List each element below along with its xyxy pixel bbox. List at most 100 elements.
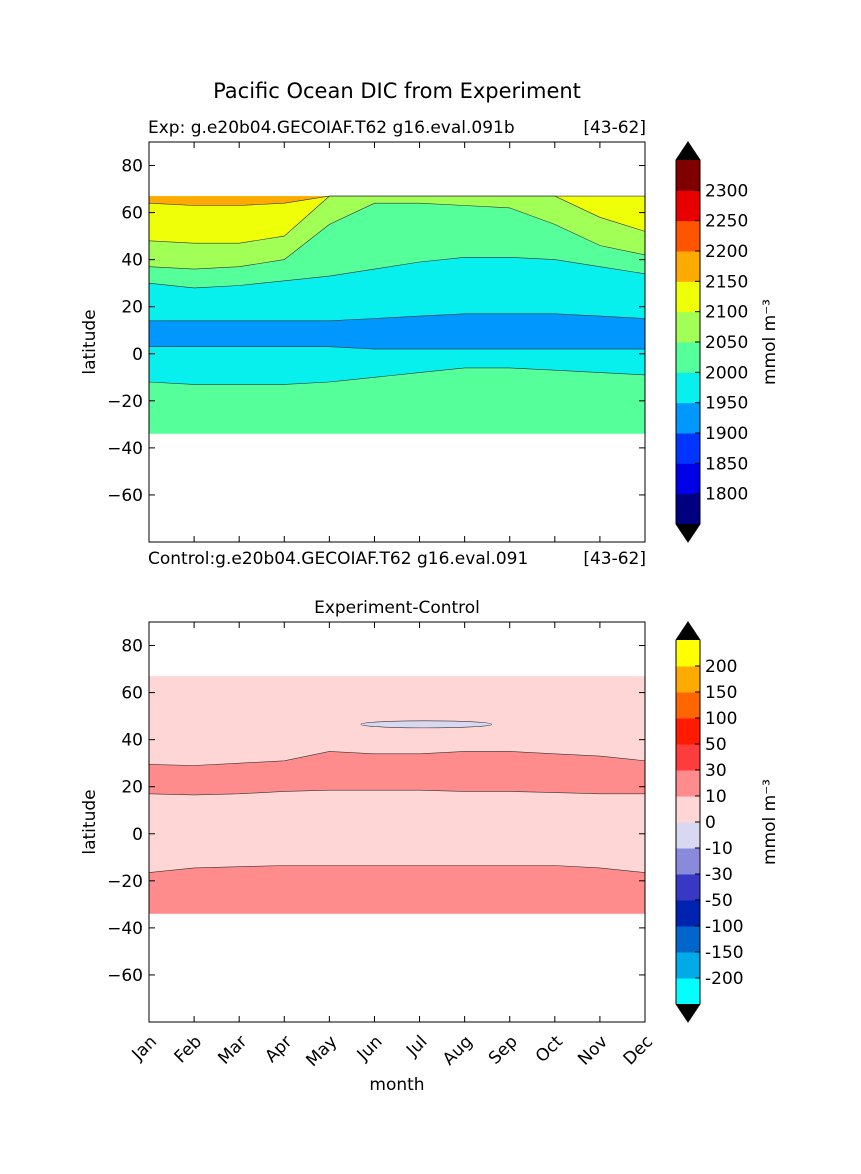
colorbar-tick-label: 1850: [705, 454, 748, 474]
colorbar-outline: [675, 621, 701, 1023]
axes-frame: [148, 141, 646, 543]
y-tick-label: −40: [107, 919, 143, 939]
colorbar-label: mmol m⁻³: [760, 779, 780, 865]
colorbar-tick-label: 10: [705, 787, 727, 807]
colorbar-tick-label: -50: [705, 891, 733, 911]
contour-fills: [148, 676, 646, 914]
y-tick-label: 0: [132, 345, 143, 365]
colorbar-outline: [675, 141, 701, 543]
colorbar-tick-label: 2200: [705, 242, 748, 262]
y-tick-label: −20: [107, 392, 143, 412]
contour-line-upper-1900-1950: [149, 313, 646, 322]
colorbar-swatch: [676, 160, 700, 191]
y-tick-label: 40: [121, 731, 143, 751]
contour-region-10-30: [149, 751, 645, 795]
colorbar-extend-max: [676, 622, 700, 640]
contour-line-lower-1950-2000: [148, 367, 646, 385]
y-tick-label: 20: [121, 778, 143, 798]
colorbar-tick-label: 30: [705, 761, 727, 781]
contour-line-lower-10-30: [148, 789, 645, 796]
panel-right-label: [43-62]: [583, 549, 646, 569]
colorbar-extend-min: [676, 1004, 700, 1022]
panel-left-label: Exp: g.e20b04.GECOIAF.T62 g16.eval.091b: [148, 118, 515, 138]
colorbar-swatch: [676, 311, 700, 343]
y-tick-label: 20: [121, 298, 143, 318]
x-tick-label: Oct: [532, 1032, 567, 1067]
colorbar-swatch: [676, 770, 700, 797]
x-tick-label: May: [302, 1032, 341, 1071]
y-tick-label: −40: [107, 439, 143, 459]
contour-line-upper-10-30: [148, 865, 646, 873]
colorbar-tick-label: 1800: [705, 485, 748, 505]
colorbar-tick-label: -150: [705, 943, 744, 963]
axes-frame: [148, 621, 646, 1023]
colorbar-tick-label: 2300: [705, 181, 748, 201]
x-tick-label: Apr: [261, 1032, 296, 1067]
colorbar-swatch: [676, 848, 700, 875]
colorbar-swatch: [676, 251, 700, 282]
colorbar-swatch: [676, 190, 700, 222]
colorbar-swatch: [676, 692, 700, 719]
contour-line-upper-10-30: [148, 751, 646, 766]
colorbar-extend-max: [676, 142, 700, 160]
y-tick-label: −60: [107, 486, 143, 506]
y-axis-label: latitude: [80, 309, 100, 374]
colorbar-swatch: [676, 220, 700, 252]
colorbar-swatch: [676, 822, 700, 849]
x-tick-label: Jun: [353, 1032, 387, 1066]
colorbar-tick-label: 2150: [705, 272, 748, 292]
panel-left-label: Control:g.e20b04.GECOIAF.T62 g16.eval.09…: [148, 549, 528, 569]
colorbar-tick-label: 1900: [705, 424, 748, 444]
contour-fills: [148, 195, 646, 434]
contour-line-lower-1900-1950: [149, 346, 645, 350]
y-axis-label: latitude: [80, 789, 100, 854]
x-tick-label: Dec: [620, 1032, 657, 1069]
colorbar-extend-min: [676, 524, 700, 542]
x-tick-label: Sep: [485, 1032, 522, 1069]
colorbar-tick-label: 2050: [705, 333, 748, 353]
colorbar-swatch: [676, 978, 700, 1005]
contour-line-lower-2050-2100: [148, 202, 646, 270]
colorbar-tick-label: -200: [705, 969, 744, 989]
colorbar-tick-label: 200: [705, 657, 737, 677]
colorbar-swatch: [676, 281, 700, 313]
y-tick-label: 80: [121, 637, 143, 657]
colorbar-label: mmol m⁻³: [760, 299, 780, 385]
colorbar-tick-label: 2250: [705, 212, 748, 232]
y-tick-label: 80: [121, 157, 143, 177]
colorbar-swatch: [676, 900, 700, 927]
x-tick-label: Nov: [574, 1032, 612, 1070]
y-tick-label: 0: [132, 825, 143, 845]
contour-feature--10-0: [360, 720, 492, 729]
panel-right-label: [43-62]: [583, 118, 646, 138]
x-tick-label: Feb: [171, 1032, 206, 1067]
colorbar-swatch: [676, 402, 700, 434]
colorbar-swatch: [676, 952, 700, 979]
x-tick-label: Jan: [128, 1032, 161, 1065]
contour-region-2100-2150: [149, 196, 645, 244]
colorbar-swatch: [676, 796, 700, 823]
colorbar-swatch: [676, 372, 700, 404]
colorbar-swatch: [676, 926, 700, 953]
figure-title: Pacific Ocean DIC from Experiment: [213, 79, 581, 103]
colorbar-tick-label: 0: [705, 813, 716, 833]
y-tick-label: −60: [107, 966, 143, 986]
colorbar-swatch: [676, 744, 700, 771]
y-tick-label: 40: [121, 251, 143, 271]
colorbar-swatch: [676, 666, 700, 693]
contour-line-lower-2150-2200: [148, 195, 645, 206]
x-tick-label: Jul: [402, 1032, 431, 1061]
colorbar-tick-label: 2100: [705, 303, 748, 323]
colorbar-tick-label: -10: [705, 839, 733, 859]
colorbar-swatch: [676, 342, 700, 373]
y-tick-label: 60: [121, 204, 143, 224]
x-axis-label: month: [369, 1075, 424, 1095]
colorbar: 1800 1850 1900 1950 2000 2050 2100 2150 2200 2250…: [675, 141, 780, 543]
colorbar-swatch: [676, 640, 700, 667]
y-tick-label: −20: [107, 872, 143, 892]
contour-line-upper-1950-2000: [148, 257, 646, 289]
panel-title: Experiment-Control: [314, 598, 480, 618]
contour-region-2150-2200: [149, 196, 645, 206]
colorbar-swatch: [676, 874, 700, 901]
